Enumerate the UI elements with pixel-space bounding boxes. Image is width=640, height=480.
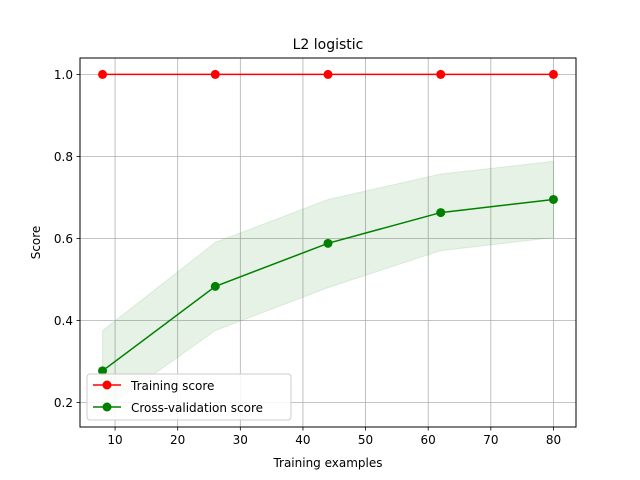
legend-marker-cv xyxy=(102,402,112,412)
data-point-cv xyxy=(436,208,446,218)
data-point-training xyxy=(210,69,220,79)
y-tick-label: 1.0 xyxy=(54,68,73,82)
y-axis-ticks: 0.2 0.4 0.6 0.8 1.0 xyxy=(54,68,80,410)
y-tick-label: 0.4 xyxy=(54,314,73,328)
x-tick-label: 20 xyxy=(170,433,185,447)
y-tick-label: 0.8 xyxy=(54,150,73,164)
data-point-training xyxy=(436,69,446,79)
legend-label-training: Training score xyxy=(130,379,214,393)
legend-label-cv: Cross-validation score xyxy=(131,401,263,415)
data-point-training xyxy=(548,69,558,79)
data-point-training xyxy=(98,69,108,79)
series-markers xyxy=(98,69,558,376)
legend: Training score Cross-validation score xyxy=(86,373,292,421)
data-point-cv xyxy=(98,366,108,376)
plot-frame xyxy=(79,57,577,428)
x-tick-label: 80 xyxy=(546,433,561,447)
data-point-training xyxy=(323,69,333,79)
data-point-cv xyxy=(548,194,558,204)
std-band-cv xyxy=(102,160,554,412)
x-tick-label: 30 xyxy=(233,433,248,447)
x-tick-label: 70 xyxy=(483,433,498,447)
y-tick-label: 0.2 xyxy=(54,396,73,410)
x-axis-label: Training examples xyxy=(272,456,382,470)
x-tick-label: 50 xyxy=(358,433,373,447)
legend-marker-training xyxy=(102,380,112,390)
x-tick-label: 40 xyxy=(295,433,310,447)
y-axis-label: Score xyxy=(29,226,43,260)
legend-box xyxy=(86,373,292,421)
x-axis-ticks: 10 20 30 40 50 60 70 80 xyxy=(107,427,561,447)
chart-title: L2 logistic xyxy=(293,37,364,53)
x-tick-label: 10 xyxy=(107,433,122,447)
y-tick-label: 0.6 xyxy=(54,232,73,246)
data-point-cv xyxy=(210,281,220,291)
x-tick-label: 60 xyxy=(421,433,436,447)
data-point-cv xyxy=(323,238,333,248)
